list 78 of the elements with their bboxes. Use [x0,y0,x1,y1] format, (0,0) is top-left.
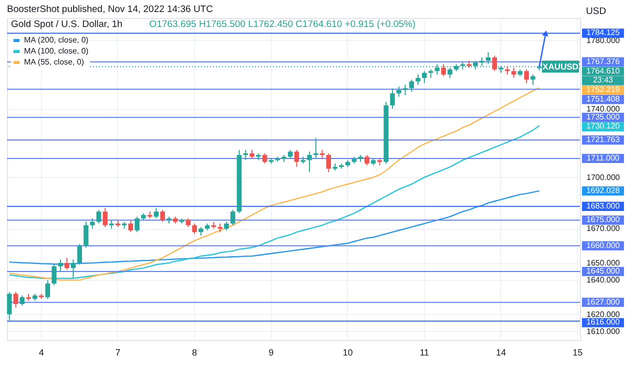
candlestick [390,88,395,110]
candlestick [511,67,516,78]
ref-line-label: 1767.376 [586,56,620,66]
ref-line-label: 1616.000 [586,318,620,327]
x-tick-label: 15 [572,348,583,358]
candlestick [13,292,18,308]
y-tick-label: 1780.000 [586,36,620,45]
candlestick [77,244,82,266]
y-tick-label: 1610.000 [586,326,620,336]
ref-line-label: 1735.000 [586,112,620,122]
text: 1752.219 [586,85,620,94]
candlestick [243,149,248,161]
candlestick [262,152,268,164]
x-tick-label: 14 [496,348,506,358]
candlestick [70,259,76,279]
ref-line-label: 1627.000 [586,297,620,306]
text: 1692.028 [586,186,620,195]
candlestick [160,209,166,222]
ref-line-label: 1660.000 [586,240,620,250]
candlestick [409,79,414,92]
candlestick [402,84,408,96]
candlestick [102,208,108,228]
legend-label: MA (100, close, 0) [24,46,89,56]
legend-label: MA (55, close, 0) [24,58,84,66]
ref-line-label: 1784.125 [586,28,620,38]
candlestick [134,216,140,233]
ref-line-label: 1683.000 [586,201,620,210]
y-tick-label: 1640.000 [586,276,620,285]
text: BoosterShot published, Nov 14, 2022 14:36 UTC [7,4,214,15]
x-tick-label: 8 [192,348,198,358]
candlestick [128,220,134,233]
y-tick-label: 1650.000 [586,258,620,268]
candlestick [492,55,498,72]
x-tick-label: 10 [342,348,353,358]
candlestick [64,257,70,270]
candlestick [307,151,312,173]
candlestick [364,154,370,166]
legend-label: MA (200, close, 0) [24,36,89,44]
ref-line-label: 1675.000 [586,215,620,224]
candlestick [294,149,300,168]
candlestick [52,264,56,286]
ref-line-label: 1645.000 [586,266,620,276]
candlestick [524,68,529,84]
y-tick-label: 1700.000 [586,172,620,182]
candlestick [84,221,88,248]
candlestick [530,74,536,86]
candlestick [154,208,159,219]
x-tick-label: 7 [115,348,120,358]
candlestick [441,64,446,77]
chart-title: Gold Spot / U.S. Dollar, 1h [11,19,122,30]
x-tick-label: 4 [38,348,44,358]
candlestick [486,52,491,65]
candlestick [20,294,25,306]
ref-line-label: 1764.610 [586,66,620,76]
text: 23:43 [592,76,614,85]
annotation: XAUUSD [542,62,578,72]
ref-line-label: 1711.000 [586,153,620,162]
annotation: O1763.695 H1765.500 L1762.450 C1764.610 +0.915 (+0.05%) [149,19,416,30]
candlestick [45,280,50,300]
ref-line-label: 1751.408 [586,94,620,104]
candlestick [7,292,12,321]
candlestick [396,86,402,98]
text: 1730.120 [586,122,620,131]
y-tick-label: 1670.000 [586,224,620,234]
candlestick [192,223,197,234]
x-tick-label: 9 [268,348,274,358]
x-tick-label: 11 [420,348,430,358]
candlestick [416,74,420,86]
y-tick-label: 1740.000 [586,104,620,114]
ref-line-label: 1721.763 [586,135,620,144]
y-axis-title: USD [586,6,606,17]
candlestick [90,218,95,230]
candlestick [326,152,332,173]
candlestick [422,70,427,84]
candlestick [58,259,63,272]
y-tick-label: 1620.000 [586,310,620,319]
candlestick [230,209,236,226]
candlestick [96,209,102,224]
